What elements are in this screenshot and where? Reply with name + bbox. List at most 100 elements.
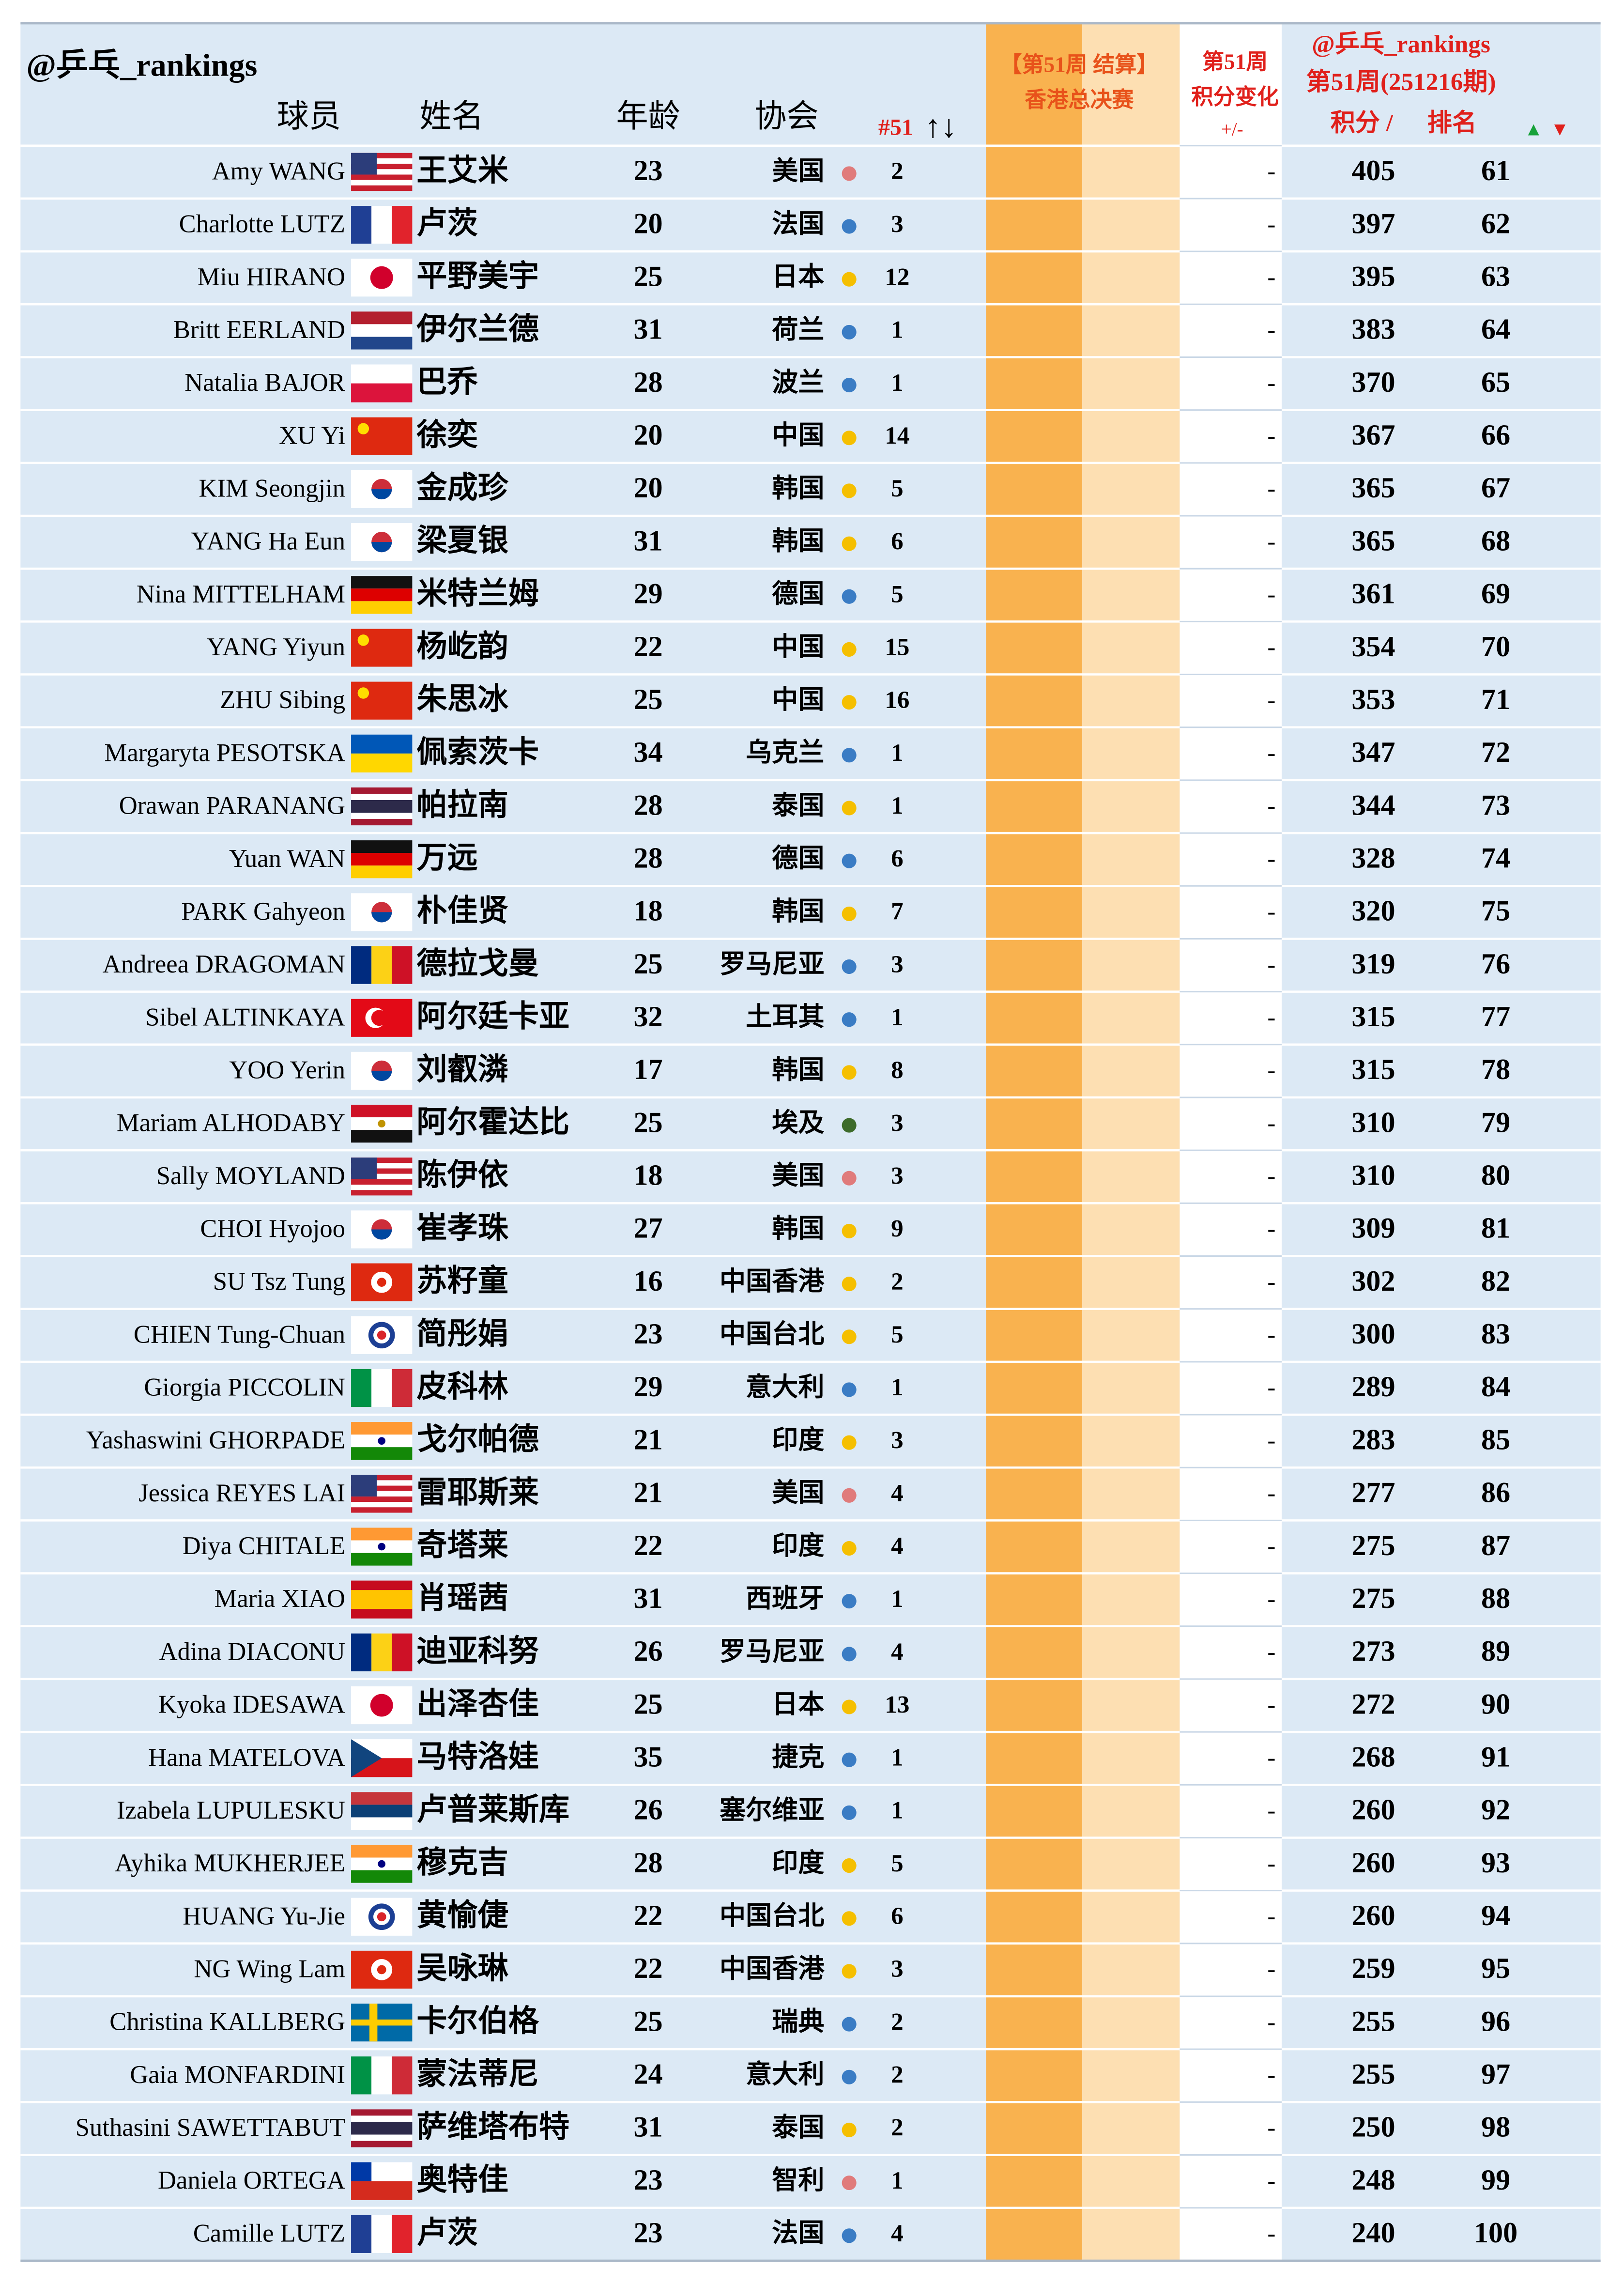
points-change: - xyxy=(1267,633,1275,661)
association: 土耳其 xyxy=(746,1003,824,1032)
age: 29 xyxy=(634,578,663,610)
col-header: 年龄 xyxy=(616,99,680,134)
table-row: Andreea DRAGOMAN 德拉戈曼 25 罗马尼亚 3 - 319 76 xyxy=(20,938,1601,984)
points-change: - xyxy=(1267,1532,1275,1560)
association: 韩国 xyxy=(772,896,824,926)
flag-part xyxy=(351,1179,413,1185)
down-arrow: ▼ xyxy=(1550,119,1569,140)
player-name-en: YOO Yerin xyxy=(229,1056,345,1084)
week-rank: 16 xyxy=(885,686,909,714)
week-rank: 3 xyxy=(891,1162,904,1189)
points: 268 xyxy=(1351,1741,1395,1773)
points-change: - xyxy=(1267,1797,1275,1824)
rank: 75 xyxy=(1481,895,1510,927)
player-name-en: Gaia MONFARDINI xyxy=(130,2061,345,2089)
age: 28 xyxy=(634,366,663,399)
points: 302 xyxy=(1351,1265,1395,1297)
age: 25 xyxy=(634,1106,663,1139)
flag-part xyxy=(351,1792,413,1805)
age: 20 xyxy=(634,472,663,504)
flag-part xyxy=(351,946,372,984)
flag-part xyxy=(351,2181,413,2200)
association: 美国 xyxy=(772,1478,824,1507)
flag-part xyxy=(351,734,413,754)
player-name-zh: 杨屹韵 xyxy=(416,629,508,663)
flag-part xyxy=(351,2122,413,2135)
table-row: XU Yi 徐奕 20 中国 14 - 367 66 xyxy=(20,409,1601,455)
points: 255 xyxy=(1351,2058,1395,2091)
player-name-en: CHIEN Tung-Chuan xyxy=(134,1320,345,1348)
flag-part xyxy=(351,681,413,720)
flag-part xyxy=(370,1694,393,1717)
association: 波兰 xyxy=(772,368,824,397)
flag-part xyxy=(351,311,413,324)
rank: 73 xyxy=(1481,789,1510,821)
association: 泰国 xyxy=(772,791,824,820)
age: 34 xyxy=(634,736,663,769)
points: 344 xyxy=(1351,789,1395,821)
age: 21 xyxy=(634,1477,663,1509)
flag xyxy=(351,1792,413,1830)
flag-part xyxy=(351,1480,413,1486)
points: 397 xyxy=(1351,207,1395,240)
flag-part xyxy=(351,2056,372,2095)
points: 273 xyxy=(1351,1635,1395,1667)
table-row: Orawan PARANANG 帕拉南 28 泰国 1 - 344 73 xyxy=(20,779,1601,826)
points-change: - xyxy=(1267,1109,1275,1137)
points-change: - xyxy=(1267,2167,1275,2194)
player-name-zh: 肖瑶茜 xyxy=(416,1581,508,1615)
player-name-zh: 卡尔伯格 xyxy=(416,2004,539,2038)
points-change: - xyxy=(1267,1162,1275,1189)
association: 美国 xyxy=(772,156,824,185)
points: 315 xyxy=(1351,1053,1395,1086)
association: 意大利 xyxy=(746,1373,824,1402)
player-name-zh: 陈伊依 xyxy=(416,1158,508,1192)
points-change: - xyxy=(1267,527,1275,555)
player-name-zh: 卢茨 xyxy=(416,206,477,240)
rank: 96 xyxy=(1481,2005,1510,2037)
flag-part xyxy=(351,2134,413,2141)
flag-part xyxy=(351,1157,377,1179)
age: 21 xyxy=(634,1423,663,1456)
flag-part xyxy=(351,1633,372,1671)
table-row: YANG Yiyun 杨屹韵 22 中国 15 - 354 70 xyxy=(20,620,1601,667)
table-row: Amy WANG 王艾米 23 美国 2 - 405 61 xyxy=(20,144,1601,191)
association: 罗马尼亚 xyxy=(720,949,825,978)
points-change: - xyxy=(1267,369,1275,397)
event-col xyxy=(986,23,1082,2262)
flag xyxy=(351,2162,413,2200)
flag-part xyxy=(357,687,369,699)
player-name-en: Nina MITTELHAM xyxy=(137,580,345,608)
region-dot xyxy=(842,2122,857,2137)
rank: 76 xyxy=(1481,948,1510,980)
player-name-zh: 刘叡潾 xyxy=(416,1052,508,1086)
player-name-en: Yashaswini GHORPADE xyxy=(86,1426,345,1454)
flag-part xyxy=(371,542,392,553)
week-rank: 2 xyxy=(891,2061,904,2088)
flag xyxy=(351,1210,413,1249)
flag-part xyxy=(351,576,413,589)
player-name-en: Sibel ALTINKAYA xyxy=(145,1003,345,1031)
rank: 63 xyxy=(1481,261,1510,293)
association: 韩国 xyxy=(772,1214,824,1243)
week-rank: 3 xyxy=(891,1426,904,1454)
rank: 91 xyxy=(1481,1741,1510,1773)
flag xyxy=(351,1845,413,1883)
table-row: Hana MATELOVA 马特洛娃 35 捷克 1 - 268 91 xyxy=(20,1730,1601,1777)
flag xyxy=(351,523,413,561)
flag-part xyxy=(371,205,392,244)
rank: 66 xyxy=(1481,419,1510,451)
flag-part xyxy=(351,337,413,350)
flag xyxy=(351,1051,413,1090)
player-name-zh: 蒙法蒂尼 xyxy=(416,2057,539,2091)
player-name-en: Orawan PARANANG xyxy=(119,792,345,820)
flag-part xyxy=(378,1437,386,1445)
flag xyxy=(351,999,413,1037)
player-name-zh: 万远 xyxy=(416,841,477,875)
points-change: - xyxy=(1267,2061,1275,2088)
points: 248 xyxy=(1351,2164,1395,2196)
player-name-zh: 巴乔 xyxy=(416,365,478,399)
flag-part xyxy=(351,153,377,175)
player-name-zh: 吴咏琳 xyxy=(416,1951,508,1985)
region-dot xyxy=(842,959,857,974)
